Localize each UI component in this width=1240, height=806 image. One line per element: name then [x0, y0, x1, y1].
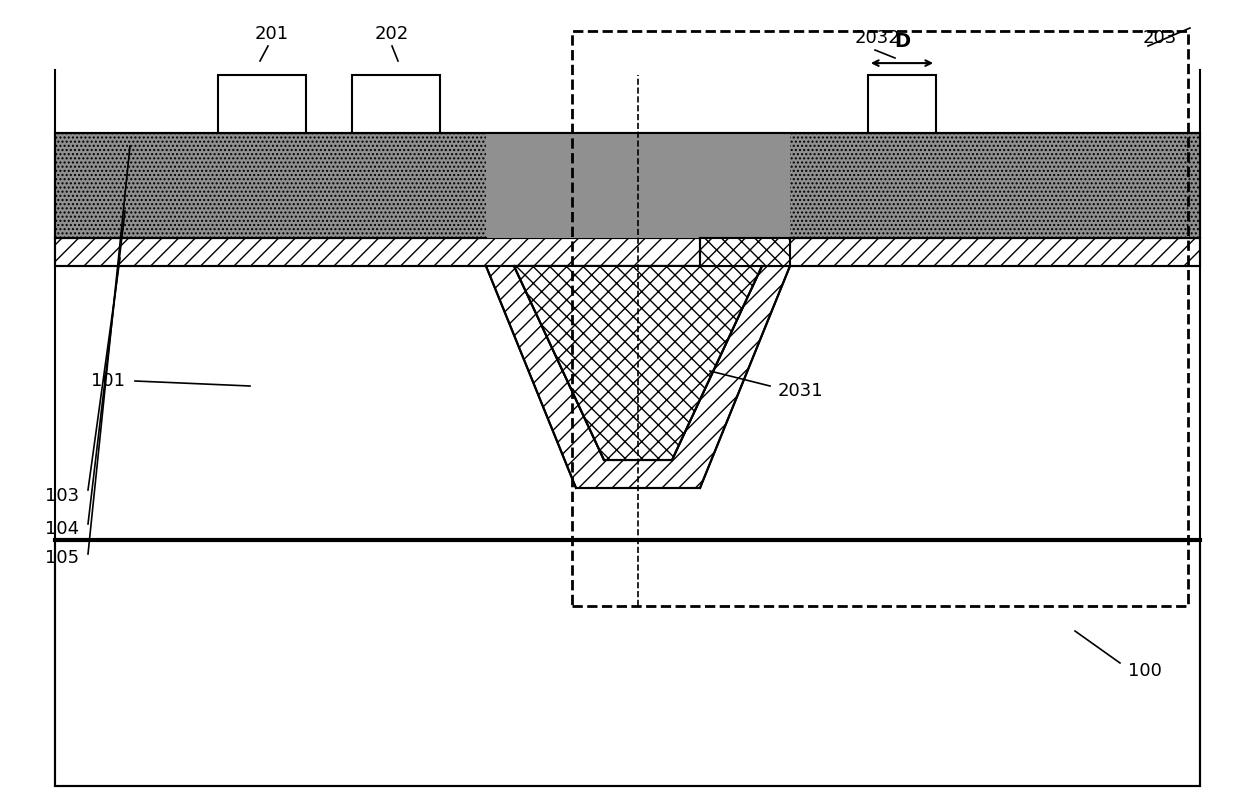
- Bar: [218, 75, 306, 133]
- Text: 100: 100: [1128, 662, 1162, 680]
- Polygon shape: [515, 266, 763, 460]
- Bar: [868, 75, 936, 133]
- Polygon shape: [701, 238, 790, 266]
- Text: 103: 103: [45, 487, 79, 505]
- Text: 2032: 2032: [856, 29, 901, 47]
- Bar: [572, 31, 1188, 606]
- Text: 104: 104: [45, 520, 79, 538]
- Text: 202: 202: [374, 25, 409, 43]
- Polygon shape: [515, 266, 763, 460]
- Bar: [55, 540, 1200, 786]
- Text: 2031: 2031: [777, 382, 823, 400]
- Bar: [55, 133, 1200, 238]
- Polygon shape: [515, 266, 763, 460]
- Text: 203: 203: [1143, 29, 1177, 47]
- Bar: [55, 266, 1200, 540]
- Text: 105: 105: [45, 549, 79, 567]
- Bar: [352, 75, 440, 133]
- Bar: [55, 238, 1200, 266]
- Polygon shape: [486, 266, 790, 488]
- Bar: [486, 133, 790, 238]
- Text: 201: 201: [255, 25, 289, 43]
- Text: 101: 101: [91, 372, 125, 390]
- Text: D: D: [894, 31, 910, 51]
